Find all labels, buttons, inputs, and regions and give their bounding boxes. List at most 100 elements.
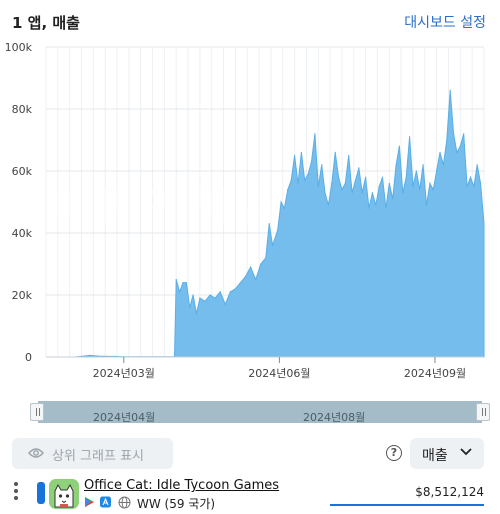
x-tick-label: 2024년09월 xyxy=(404,367,466,380)
dashboard-settings-link[interactable]: 대시보드 설정 xyxy=(404,15,486,31)
metric-dropdown[interactable]: 매출 xyxy=(410,438,484,469)
navigator-left-handle[interactable] xyxy=(30,403,44,421)
data-point xyxy=(348,154,350,157)
show-top-chart-label: 상위 그래프 표시 xyxy=(52,449,144,464)
range-navigator[interactable]: 2024년04월 2024년08월 xyxy=(30,399,490,425)
data-point xyxy=(317,185,319,188)
data-point xyxy=(469,176,472,178)
app-region: WW (59 국가) xyxy=(137,497,216,511)
data-point xyxy=(375,204,377,206)
data-point xyxy=(175,278,177,281)
data-point xyxy=(473,185,475,188)
data-point xyxy=(199,297,201,299)
data-point xyxy=(338,176,340,178)
data-point xyxy=(260,263,262,265)
data-point xyxy=(334,151,336,153)
navigator-right-handle[interactable] xyxy=(476,403,490,421)
data-point xyxy=(314,133,316,135)
y-tick-label: 80k xyxy=(12,103,33,116)
eye-icon xyxy=(28,448,44,458)
data-point xyxy=(483,223,485,225)
data-point xyxy=(280,201,282,203)
data-point xyxy=(290,179,292,181)
data-point xyxy=(189,306,191,308)
data-point xyxy=(300,151,302,153)
data-point xyxy=(204,300,206,302)
y-tick-label: 100k xyxy=(5,41,33,54)
data-point xyxy=(402,192,404,194)
data-point xyxy=(277,229,279,231)
data-point xyxy=(480,182,482,184)
data-point xyxy=(354,179,357,181)
data-point xyxy=(310,161,313,163)
data-point xyxy=(439,151,441,153)
globe-icon xyxy=(118,496,131,509)
data-point xyxy=(239,282,242,284)
data-point xyxy=(297,182,299,184)
data-point xyxy=(368,207,370,209)
data-point xyxy=(344,182,346,184)
data-point xyxy=(307,173,309,175)
data-point xyxy=(255,278,257,281)
data-point xyxy=(409,136,411,138)
series-color-chip xyxy=(37,482,45,504)
data-point xyxy=(425,204,428,206)
data-point xyxy=(97,355,99,357)
y-tick-label: 40k xyxy=(12,227,33,240)
data-point xyxy=(392,198,394,200)
chevron-down-icon xyxy=(460,448,472,456)
data-point xyxy=(224,303,226,305)
data-point xyxy=(422,164,424,166)
data-point xyxy=(459,145,461,147)
navigator-track[interactable]: 2024년04월 2024년08월 xyxy=(38,401,482,424)
revenue-share-bar xyxy=(330,504,484,506)
help-icon[interactable]: ? xyxy=(386,445,402,461)
data-point xyxy=(378,185,380,188)
navigator-label: 2024년04월 xyxy=(93,411,156,424)
data-point xyxy=(412,185,414,188)
data-point xyxy=(304,179,306,181)
data-point xyxy=(432,189,434,191)
data-point xyxy=(415,170,417,172)
data-point xyxy=(268,223,270,225)
app-icon xyxy=(49,479,79,509)
data-point xyxy=(385,207,387,209)
data-point xyxy=(250,266,252,268)
data-point xyxy=(463,133,465,135)
data-point xyxy=(283,207,285,209)
google-play-icon xyxy=(85,497,94,507)
data-point xyxy=(405,176,407,178)
y-tick-label: 60k xyxy=(12,165,33,178)
chart-header: 1 앱, 매출 대시보드 설정 xyxy=(12,10,486,34)
data-point xyxy=(365,176,367,178)
app-store-icon xyxy=(100,496,111,508)
data-point xyxy=(179,291,181,293)
app-row[interactable]: Office Cat: Idle Tycoon Games WW (59 국가)… xyxy=(0,474,500,514)
data-point xyxy=(442,164,444,166)
data-point xyxy=(446,139,448,141)
show-top-chart-button[interactable]: 상위 그래프 표시 xyxy=(12,438,173,469)
data-point xyxy=(209,294,211,296)
metric-dropdown-value: 매출 xyxy=(422,448,448,464)
y-tick-label: 20k xyxy=(12,289,33,302)
data-point xyxy=(358,167,360,169)
drag-handle[interactable] xyxy=(14,482,18,504)
navigator-label: 2024년08월 xyxy=(303,411,366,424)
data-point xyxy=(245,275,247,277)
data-point xyxy=(351,192,353,194)
y-tick-label: 0 xyxy=(25,351,32,364)
chart-title: 1 앱, 매출 xyxy=(12,14,80,32)
data-point xyxy=(436,170,438,172)
data-point xyxy=(371,192,373,194)
data-point xyxy=(195,313,198,315)
data-point xyxy=(381,176,384,178)
data-point xyxy=(429,182,431,184)
data-point xyxy=(476,164,478,166)
data-point xyxy=(229,291,231,293)
revenue-area-series xyxy=(74,90,485,358)
data-point xyxy=(214,297,216,299)
app-name-link[interactable]: Office Cat: Idle Tycoon Games xyxy=(84,478,280,493)
data-point xyxy=(331,182,333,184)
data-point xyxy=(287,189,289,191)
